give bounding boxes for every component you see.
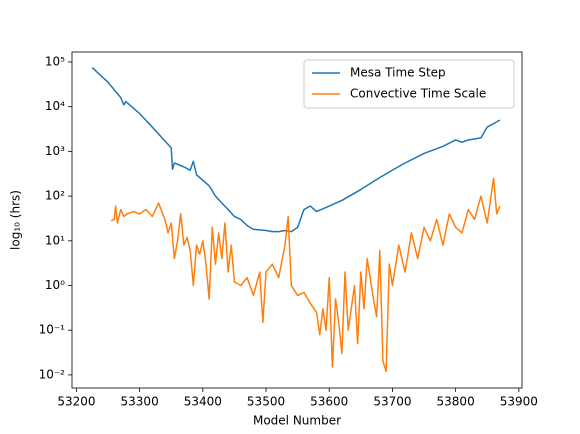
y-tick-label: 10⁻¹ [39,323,66,337]
x-tick-label: 53800 [437,395,475,409]
y-tick-label: 10³ [45,144,65,158]
legend-label: Mesa Time Step [350,66,446,80]
series-line [110,177,501,373]
x-tick-label: 53600 [310,395,348,409]
y-tick-label: 10¹ [45,233,65,247]
series-line [91,66,501,233]
y-tick-label: 10⁰ [45,278,65,292]
x-tick-label: 53900 [500,395,538,409]
x-tick-label: 53300 [121,395,159,409]
y-axis-label: log₁₀ (hrs) [9,190,23,250]
y-tick-label: 10⁻² [39,367,66,381]
axes-frame [71,51,523,389]
x-tick-label: 53400 [184,395,222,409]
x-tick-label: 53200 [57,395,95,409]
x-tick-label: 53700 [373,395,411,409]
legend-label: Convective Time Scale [350,87,486,101]
x-axis-label: Model Number [253,414,341,428]
x-tick-label: 53500 [247,395,285,409]
y-tick-label: 10² [45,189,65,203]
legend-box [303,59,515,109]
y-tick-label: 10⁴ [45,99,65,113]
y-tick-label: 10⁵ [45,54,65,68]
